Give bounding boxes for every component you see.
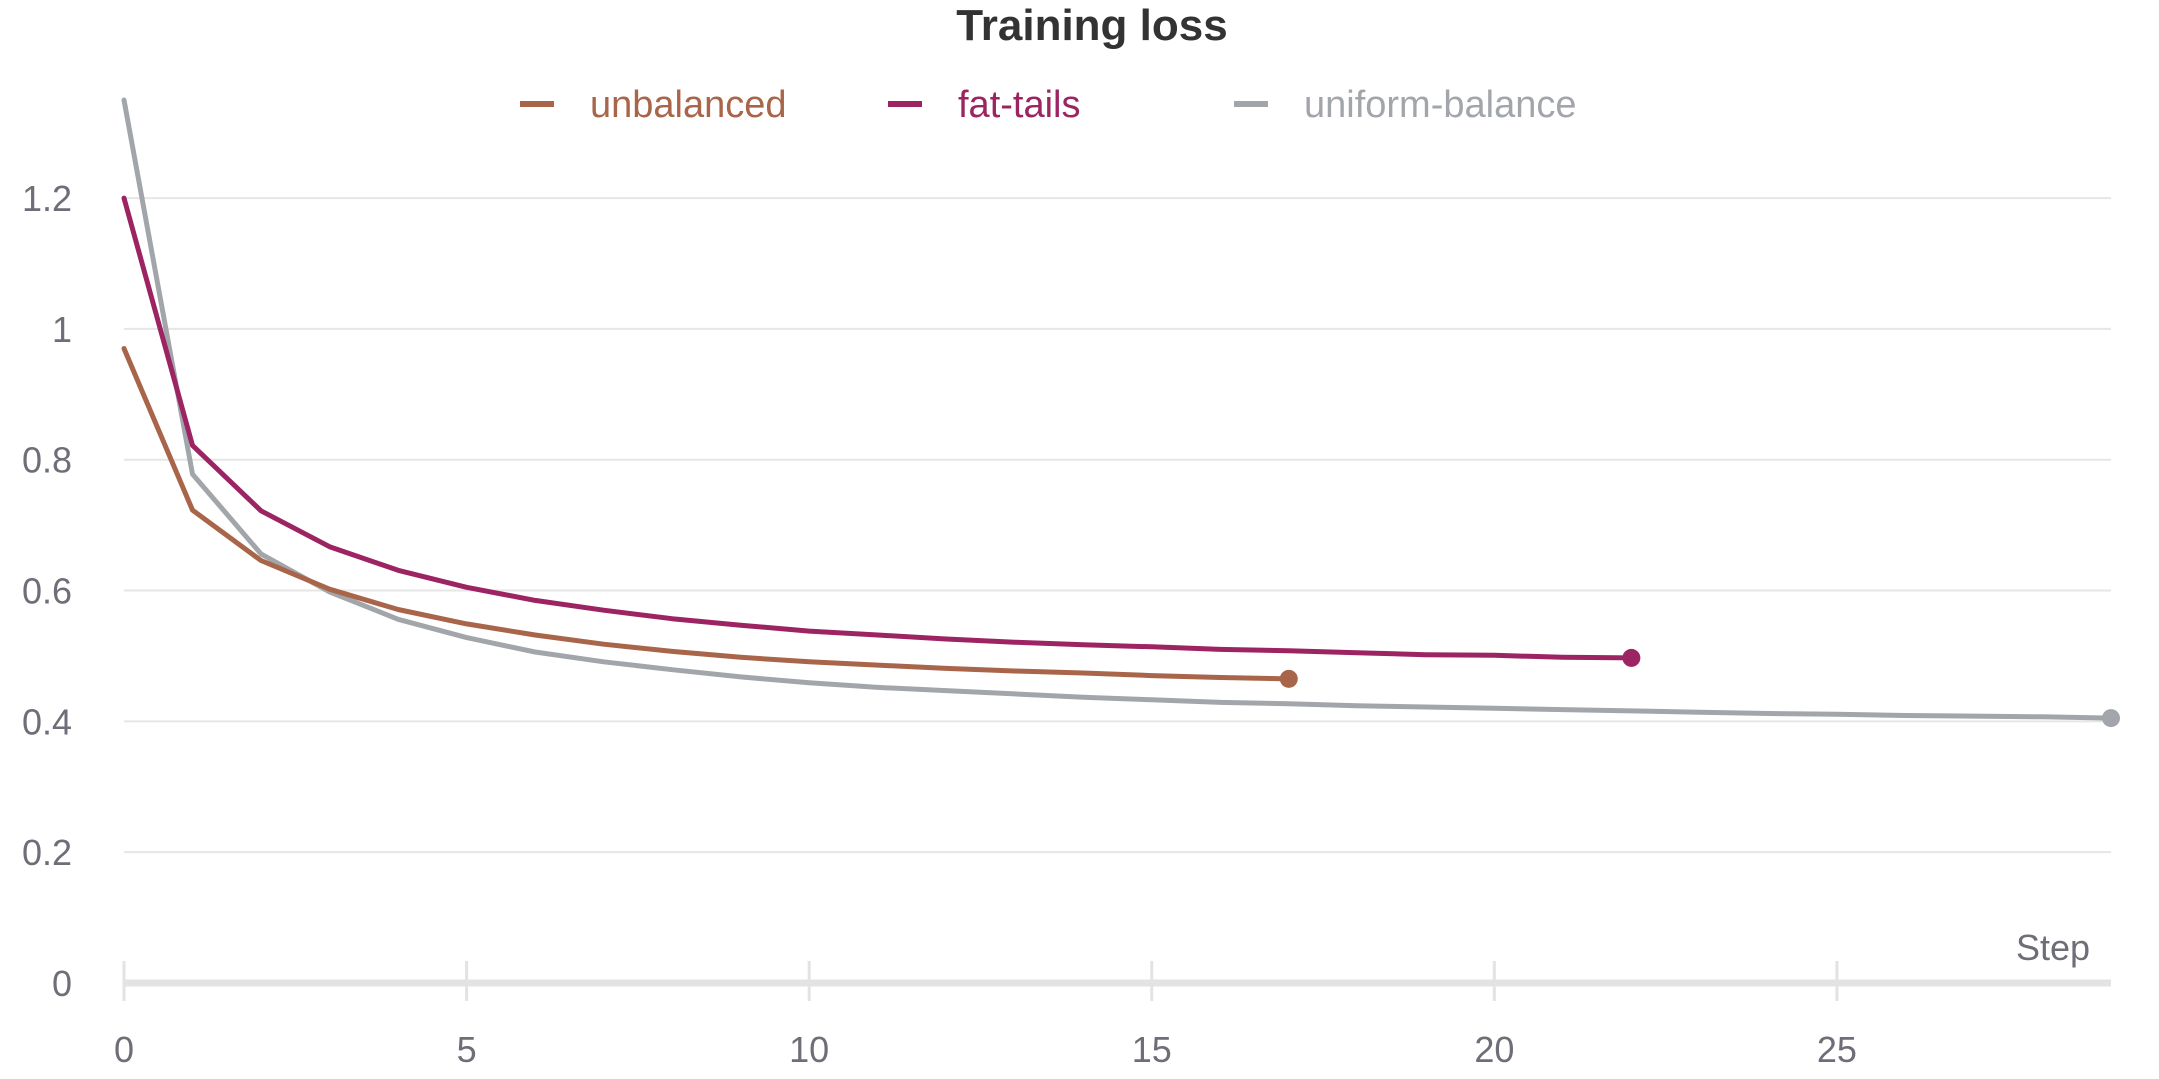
- series-end-marker-uniform-balance: [2102, 709, 2120, 728]
- x-tick-label: 0: [114, 1029, 134, 1070]
- legend-label: fat-tails: [958, 84, 1080, 126]
- x-axis-label: Step: [2016, 927, 2090, 968]
- x-tick-label: 25: [1817, 1029, 1857, 1070]
- x-tick-label: 20: [1474, 1029, 1514, 1070]
- series-line-unbalanced: [121, 346, 1292, 682]
- series-lines: [121, 97, 2120, 728]
- series-line-fat-tails: [121, 195, 1634, 661]
- series-line-uniform-balance: [121, 97, 2114, 721]
- x-tick-label: 5: [457, 1029, 477, 1070]
- y-axis: 0 0.2 0.4 0.6 0.8 1 1.2: [22, 178, 72, 1004]
- legend-item-unbalanced[interactable]: unbalanced: [520, 84, 787, 126]
- y-tick-label: 1: [52, 309, 72, 350]
- y-tick-label: 0.4: [22, 701, 72, 742]
- legend-label: unbalanced: [590, 84, 787, 126]
- legend-label: uniform-balance: [1304, 84, 1576, 126]
- series-end-marker-unbalanced: [1279, 669, 1298, 688]
- x-axis: 0 5 10 15 20 25: [114, 961, 2111, 1070]
- y-tick-label: 1.2: [22, 178, 72, 219]
- chart-title: Training loss: [956, 1, 1227, 50]
- legend-item-fat-tails[interactable]: fat-tails: [888, 84, 1080, 126]
- series-end-marker-fat-tails: [1622, 648, 1641, 667]
- y-tick-label: 0.2: [22, 832, 72, 873]
- legend-item-uniform-balance[interactable]: uniform-balance: [1234, 84, 1576, 126]
- x-tick-label: 10: [789, 1029, 829, 1070]
- gridlines: [124, 197, 2111, 854]
- y-tick-label: 0: [52, 963, 72, 1004]
- y-tick-label: 0.6: [22, 571, 72, 612]
- y-tick-label: 0.8: [22, 440, 72, 481]
- legend[interactable]: unbalanced fat-tails uniform-balance: [520, 84, 1576, 126]
- x-tick-label: 15: [1132, 1029, 1172, 1070]
